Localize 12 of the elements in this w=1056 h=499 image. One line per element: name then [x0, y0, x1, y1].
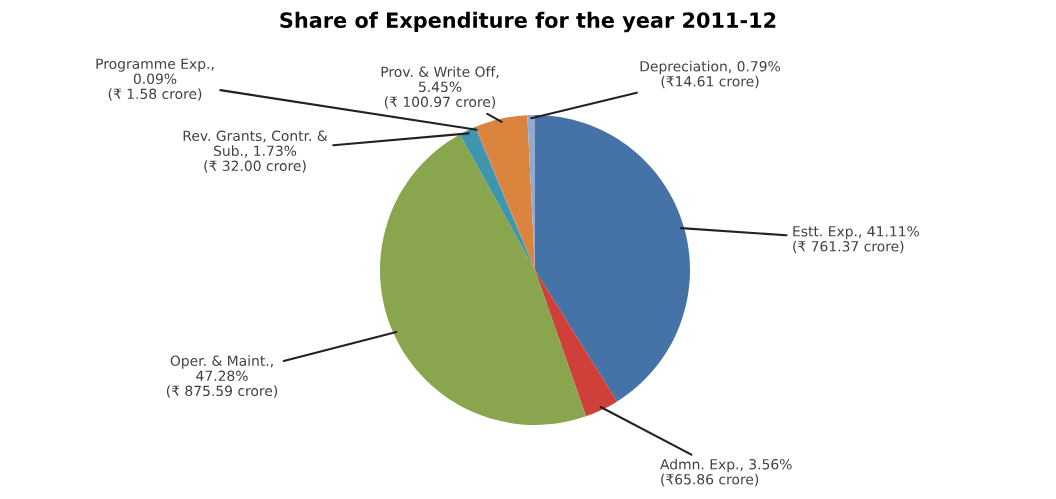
slice-label: Admn. Exp., 3.56% (₹65.86 crore): [660, 458, 792, 487]
slice-label: Estt. Exp., 41.11% (₹ 761.37 crore): [793, 226, 919, 254]
pie-slice: [535, 115, 690, 402]
slice-label: Prov. & Write Off, 5.45% (₹ 100.97 crore): [381, 66, 499, 109]
slice-label: Oper. & Maint., 47.28% (₹ 875.59 crore): [166, 355, 278, 398]
pie-slice: [459, 127, 535, 270]
slice-label: Programme Exp., 0.09% (₹ 1.58 crore): [96, 58, 214, 101]
slice-label: Depreciation, 0.79% (₹14.61 crore): [640, 60, 781, 89]
slice-label: Rev. Grants, Contr. & Sub., 1.73% (₹ 32.00 crore): [183, 130, 328, 173]
pie-slice: [380, 134, 586, 425]
chart-title: Share of Expenditure for the year 2011-12: [280, 11, 776, 33]
pie-slice: [535, 270, 618, 417]
